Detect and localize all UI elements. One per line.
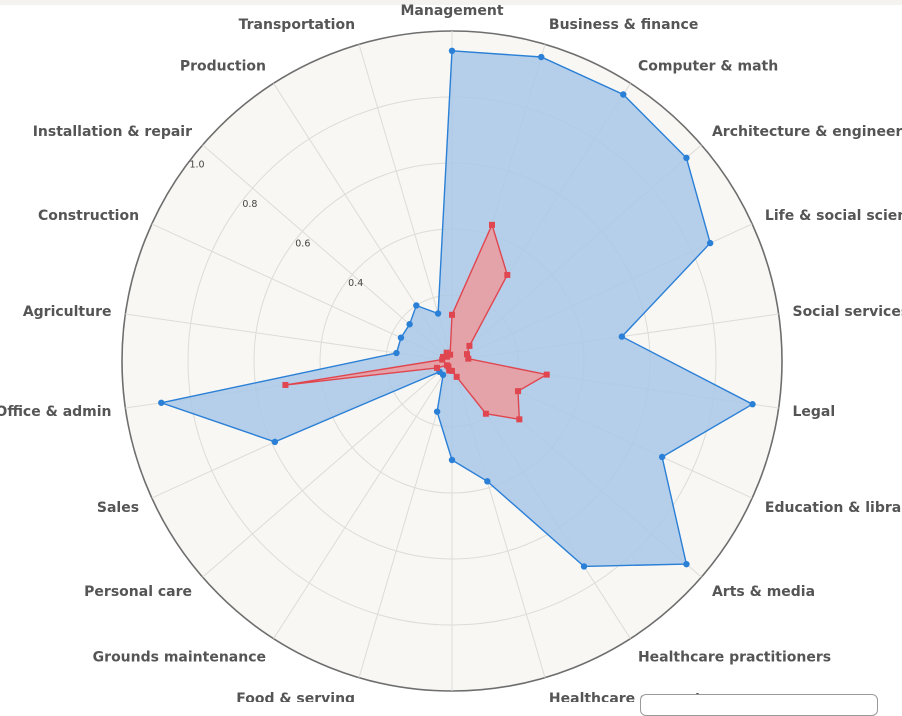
category-label: Healthcare practitioners — [638, 649, 831, 665]
category-label: Office & admin — [0, 404, 112, 420]
data-point — [413, 302, 420, 309]
data-point — [580, 563, 588, 570]
series-layer — [158, 47, 756, 570]
category-label: Personal care — [84, 584, 192, 600]
data-point — [515, 388, 522, 395]
data-point — [749, 401, 756, 408]
data-point — [618, 333, 626, 340]
radial-tick-label: 0.8 — [242, 199, 257, 210]
top-strip — [0, 0, 902, 5]
data-point — [393, 349, 400, 357]
category-label: Sales — [97, 500, 139, 516]
data-point — [446, 367, 453, 374]
grid-spoke — [358, 44, 453, 362]
legend-box — [640, 694, 878, 716]
data-point — [543, 371, 550, 378]
category-label: Management — [400, 3, 503, 19]
category-label: Agriculture — [23, 304, 112, 320]
data-point — [538, 53, 545, 61]
category-label: Production — [180, 59, 266, 75]
data-point — [620, 91, 627, 98]
category-label: Installation & repair — [33, 124, 192, 140]
data-point — [444, 362, 451, 369]
category-label: Transportation — [239, 17, 355, 33]
radial-tick-label: 1.0 — [189, 160, 204, 171]
category-label: Architecture & engineering — [712, 124, 902, 140]
category-label: Education & library — [765, 500, 902, 516]
data-point — [482, 410, 489, 417]
radial-tick-label: 0.4 — [348, 278, 363, 289]
data-point — [658, 453, 666, 461]
category-label: Food & serving — [236, 691, 355, 702]
data-point — [453, 373, 460, 380]
data-point — [488, 221, 495, 228]
data-point — [464, 351, 471, 358]
grid-spoke — [202, 360, 453, 578]
category-label: Computer & math — [638, 59, 778, 75]
grid-spoke — [273, 360, 453, 639]
data-point — [516, 416, 523, 423]
data-point — [447, 351, 454, 358]
data-point — [282, 381, 289, 388]
data-point — [449, 311, 455, 318]
data-point — [406, 321, 413, 328]
radial-tick-label: 0.6 — [295, 239, 310, 250]
category-label: Grounds maintenance — [93, 649, 266, 665]
category-label: Life & social sciences — [765, 208, 902, 224]
category-label: Arts & media — [712, 584, 815, 600]
data-point — [433, 364, 440, 371]
data-point — [484, 478, 491, 485]
data-point — [504, 271, 511, 278]
category-label: Legal — [792, 404, 835, 420]
data-point — [706, 239, 714, 247]
data-point — [271, 438, 279, 446]
data-point — [443, 349, 450, 356]
radial-tick-labels: 0.4 0.6 0.8 1.0 — [189, 160, 363, 289]
data-point — [465, 355, 472, 362]
data-point — [448, 47, 456, 54]
data-point — [444, 353, 451, 360]
data-point — [158, 399, 165, 406]
category-label: Social services — [792, 304, 902, 320]
data-point — [397, 334, 405, 341]
data-point — [683, 560, 690, 568]
data-point — [433, 408, 441, 415]
category-labels: Management Business & finance Computer & m… — [0, 3, 902, 702]
data-point — [439, 353, 446, 360]
category-label: Business & finance — [549, 17, 698, 33]
category-label: Healthcare support — [549, 691, 702, 702]
data-point — [434, 310, 442, 317]
data-point — [448, 456, 456, 464]
data-point — [466, 342, 473, 349]
category-label: Construction — [38, 208, 139, 224]
data-point — [683, 154, 690, 162]
